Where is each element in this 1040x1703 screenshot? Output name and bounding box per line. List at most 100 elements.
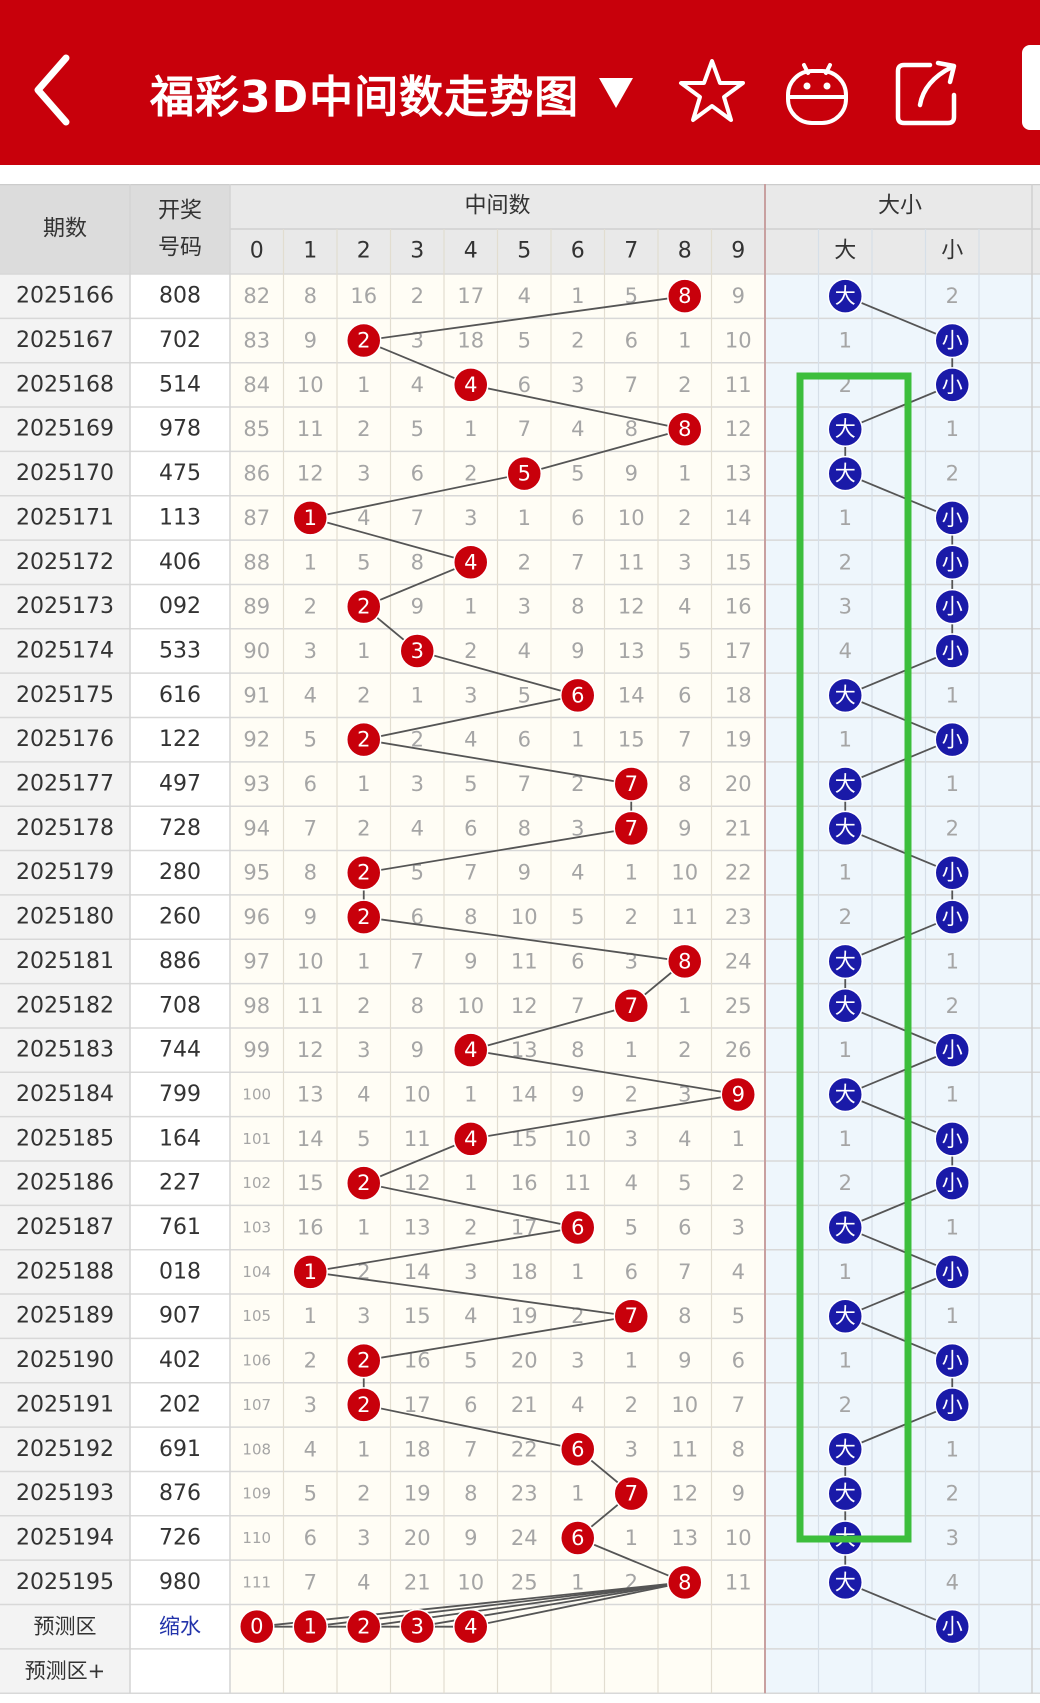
draw-cell: 280 (159, 860, 201, 885)
miss-cell: 7 (571, 994, 584, 1018)
period-cell: 2025188 (16, 1259, 114, 1284)
miss-cell: 10 (671, 1393, 698, 1417)
miss-cell: 7 (411, 949, 424, 973)
miss-cell: 5 (357, 550, 370, 574)
mid-ball-label: 7 (625, 772, 638, 796)
draw-cell: 164 (159, 1126, 201, 1151)
size-ball-label: 大 (835, 417, 856, 441)
period-cell: 2025185 (16, 1126, 114, 1151)
size-ball: 小 (934, 588, 970, 625)
title-dropdown[interactable]: 福彩3D中间数走势图 (150, 58, 634, 128)
size-ball: 大 (827, 1475, 863, 1512)
header-digit: 1 (303, 239, 317, 264)
mid-ball: 4 (453, 1121, 489, 1157)
miss-cell: 1 (357, 373, 370, 397)
miss-cell: 6 (464, 1393, 477, 1417)
predict-note[interactable]: 缩水 (159, 1615, 201, 1639)
miss-cell: 6 (571, 949, 584, 973)
period-cell: 2025179 (16, 860, 114, 885)
miss-cell: 24 (511, 1526, 538, 1550)
size-ball-label: 小 (942, 861, 963, 885)
star-icon[interactable] (675, 55, 749, 129)
mid-ball: 8 (667, 278, 703, 314)
miss-cell: 18 (404, 1437, 431, 1461)
miss-cell: 11 (297, 994, 324, 1018)
miss-cell: 10 (564, 1127, 591, 1151)
miss-cell: 9 (625, 462, 638, 486)
miss-cell: 21 (404, 1570, 431, 1594)
miss-cell: 17 (457, 284, 484, 308)
miss-cell: 4 (571, 417, 584, 441)
miss-cell: 8 (411, 994, 424, 1018)
header-period: 期数 (43, 217, 87, 242)
miss-cell: 26 (725, 1038, 752, 1062)
miss-cell: 3 (625, 949, 638, 973)
miss-cell: 12 (671, 1482, 698, 1506)
miss-cell: 2 (678, 506, 691, 530)
size-ball-label: 大 (835, 772, 856, 796)
mid-ball-label: 4 (464, 1127, 477, 1151)
miss-cell: 84 (243, 373, 270, 397)
predict-line (256, 1581, 685, 1628)
miss-cell: 13 (725, 462, 752, 486)
size-ball-label: 大 (835, 1482, 856, 1506)
miss-cell: 4 (464, 728, 477, 752)
predict-ball-label: 3 (411, 1615, 424, 1639)
highlight-box (796, 372, 912, 1543)
miss-cell: 8 (571, 595, 584, 619)
size-ball-label: 小 (942, 639, 963, 663)
size-ball: 大 (827, 810, 863, 847)
miss-cell: 2 (571, 329, 584, 353)
miss-cell: 95 (243, 861, 270, 885)
miss-cell: 22 (511, 1437, 538, 1461)
period-cell: 2025182 (16, 993, 114, 1018)
mid-ball: 8 (667, 1564, 703, 1601)
mid-ball: 8 (667, 411, 703, 447)
miss-cell: 3 (464, 1260, 477, 1284)
size-ball: 小 (934, 1387, 970, 1423)
mid-ball-label: 7 (625, 1304, 638, 1328)
miss-cell: 6 (411, 905, 424, 929)
mid-ball: 7 (613, 810, 649, 847)
miss-cell: 1 (625, 1349, 638, 1373)
mid-ball: 6 (560, 1431, 596, 1468)
size-miss-cell: 2 (839, 1393, 852, 1417)
size-ball: 大 (827, 411, 863, 447)
size-miss-cell: 1 (839, 329, 852, 353)
period-cell: 2025166 (16, 284, 114, 309)
dropdown-triangle-icon[interactable] (599, 78, 634, 108)
miss-cell: 7 (304, 1570, 317, 1594)
back-arrow-icon[interactable] (28, 50, 78, 130)
draw-cell: 616 (159, 683, 201, 708)
size-ball: 大 (827, 988, 863, 1024)
draw-cell: 514 (159, 372, 201, 397)
draw-cell: 691 (159, 1437, 201, 1462)
miss-cell: 2 (625, 905, 638, 929)
miss-cell: 14 (511, 1082, 538, 1106)
miss-cell: 23 (725, 905, 752, 929)
miss-cell: 6 (304, 1526, 317, 1550)
predict-ball-label: 4 (464, 1615, 477, 1639)
mid-ball-label: 2 (357, 861, 370, 885)
robot-icon[interactable] (780, 55, 854, 129)
mid-ball-label: 1 (304, 1260, 317, 1284)
miss-cell: 1 (571, 284, 584, 308)
side-edge-tab (1022, 45, 1040, 130)
miss-cell: 5 (571, 905, 584, 929)
draw-cell: 728 (159, 816, 201, 841)
header-digit: 8 (678, 239, 692, 264)
predict-ball: 2 (346, 1608, 382, 1645)
mid-ball: 3 (399, 633, 435, 669)
share-icon[interactable] (890, 55, 964, 129)
mid-ball-label: 2 (357, 595, 370, 619)
mid-ball: 6 (560, 1520, 596, 1556)
header-digit: 9 (731, 239, 745, 264)
miss-cell: 107 (242, 1396, 271, 1414)
draw-cell: 260 (159, 905, 201, 930)
miss-cell: 7 (518, 417, 531, 441)
miss-cell: 16 (725, 595, 752, 619)
size-miss-cell: 2 (839, 550, 852, 574)
size-miss-cell: 1 (946, 1082, 959, 1106)
miss-cell: 10 (457, 994, 484, 1018)
mid-ball: 2 (346, 322, 382, 359)
